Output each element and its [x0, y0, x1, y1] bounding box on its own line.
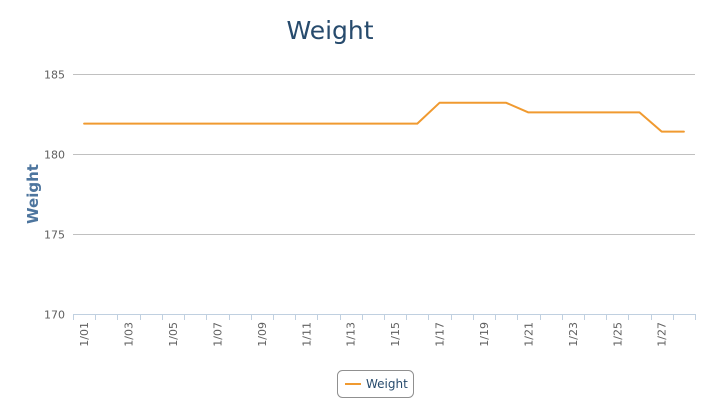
x-tick-label: 1/23 — [567, 322, 580, 347]
x-tick-label: 1/17 — [434, 322, 447, 347]
x-tick-label: 1/25 — [611, 322, 624, 347]
x-axis: 1/01 1/03 1/05 1/07 1/09 1/11 1/13 1/15 1/17 1/19… — [73, 314, 696, 347]
x-tick-label: 1/13 — [345, 322, 358, 347]
grid-lines — [73, 74, 695, 315]
x-tick-label: 1/19 — [478, 322, 491, 347]
y-axis-ticks: 170 175 180 185 — [44, 69, 65, 322]
x-tick-label: 1/21 — [522, 322, 535, 347]
legend-label: Weight — [366, 377, 408, 391]
x-tick-label: 1/09 — [256, 322, 269, 347]
y-tick-label: 180 — [44, 149, 65, 162]
y-axis-title: Weight — [24, 164, 42, 224]
x-tick-label: 1/05 — [167, 322, 180, 347]
x-tick-label: 1/01 — [78, 322, 91, 347]
y-tick-label: 185 — [44, 69, 65, 82]
legend-box — [337, 370, 414, 398]
chart-title: Weight — [286, 16, 373, 45]
x-tick-label: 1/07 — [211, 322, 224, 347]
series-line-weight[interactable] — [83, 101, 685, 133]
x-tick-label: 1/27 — [656, 322, 669, 347]
x-tick-label: 1/15 — [389, 322, 402, 347]
legend[interactable]: Weight — [337, 370, 414, 398]
y-tick-label: 175 — [44, 229, 65, 242]
y-tick-label: 170 — [44, 309, 65, 322]
x-tick-label: 1/11 — [300, 322, 313, 347]
x-tick-label: 1/03 — [123, 322, 136, 347]
series-layer — [83, 101, 685, 133]
